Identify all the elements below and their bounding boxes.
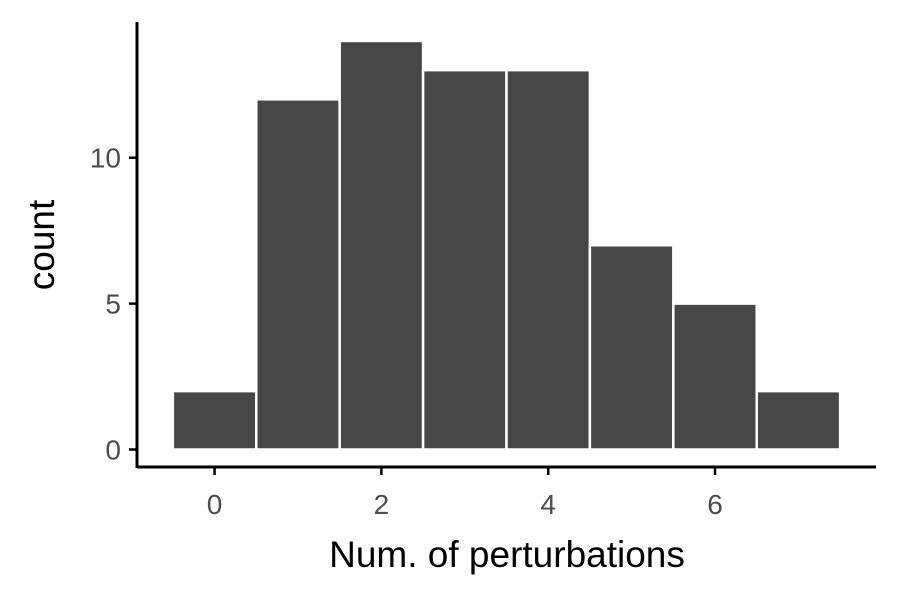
bar-6	[672, 302, 758, 451]
bar-5	[588, 243, 675, 451]
x-tick-label-4: 4	[540, 489, 556, 520]
x-ticks-group: 0 2 4 6	[207, 467, 723, 520]
y-tick-label-5: 5	[105, 289, 121, 320]
bars-group	[171, 39, 842, 451]
x-tick-label-2: 2	[374, 489, 390, 520]
x-tick-label-0: 0	[207, 489, 223, 520]
bar-7	[755, 389, 842, 451]
y-ticks-group: 0 5 10	[90, 143, 137, 465]
bar-0	[171, 389, 258, 451]
bar-2	[338, 39, 425, 451]
x-tick-label-6: 6	[707, 489, 723, 520]
y-axis-title: count	[21, 199, 62, 290]
bar-3	[421, 68, 508, 451]
y-tick-label-0: 0	[105, 434, 121, 465]
y-tick-label-10: 10	[90, 143, 121, 174]
x-axis-title: Num. of perturbations	[329, 534, 685, 575]
bar-1	[255, 98, 341, 451]
bar-4	[505, 68, 592, 451]
